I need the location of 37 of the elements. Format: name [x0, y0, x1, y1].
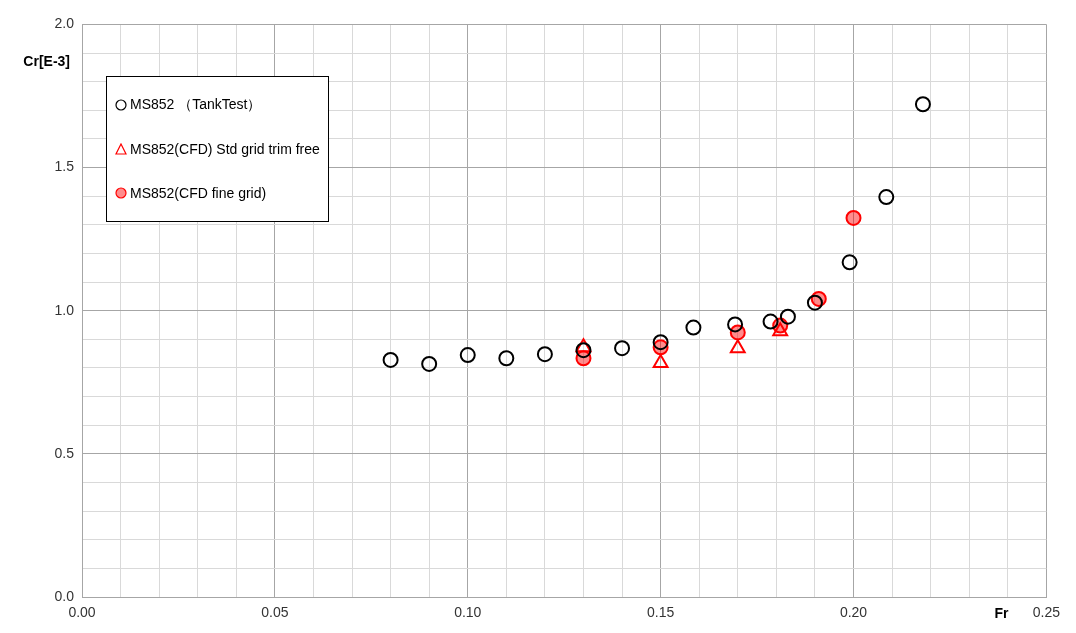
point	[575, 342, 592, 359]
legend-label: MS852(CFD fine grid)	[130, 185, 267, 201]
x-tick-label: 0.05	[261, 604, 289, 621]
point	[727, 316, 744, 333]
point	[575, 338, 592, 353]
y-axis-title: Cr[E-3]	[23, 53, 70, 70]
point	[762, 313, 779, 330]
point	[914, 96, 931, 113]
legend-label: MS852(CFD) Std grid trim free	[130, 141, 320, 157]
x-tick-label: 0.25	[1032, 604, 1061, 621]
point	[878, 189, 895, 206]
legend-label: MS852 （TankTest）	[130, 96, 262, 114]
point	[382, 351, 399, 368]
y-tick-label: 0.5	[54, 444, 75, 461]
point	[459, 347, 476, 364]
point	[614, 340, 631, 357]
y-tick-label: 2.0	[54, 15, 75, 32]
y-tick-label: 1.5	[54, 158, 75, 175]
x-tick-label: 0.00	[68, 604, 96, 621]
point	[779, 308, 796, 325]
y-tick-label: 0.0	[54, 587, 75, 604]
point	[421, 355, 438, 372]
x-tick-label: 0.20	[839, 604, 868, 621]
point	[729, 339, 746, 354]
point	[806, 294, 823, 311]
point	[536, 346, 553, 363]
y-tick-label: 1.0	[54, 301, 75, 318]
x-tick-label: 0.10	[454, 604, 482, 621]
point	[652, 334, 669, 351]
x-axis-title: Fr	[994, 604, 1009, 621]
point	[772, 322, 789, 337]
x-tick-label: 0.15	[647, 604, 675, 621]
point	[498, 350, 515, 367]
point	[841, 254, 858, 271]
point	[685, 319, 702, 336]
point	[652, 354, 669, 369]
point	[845, 209, 862, 226]
